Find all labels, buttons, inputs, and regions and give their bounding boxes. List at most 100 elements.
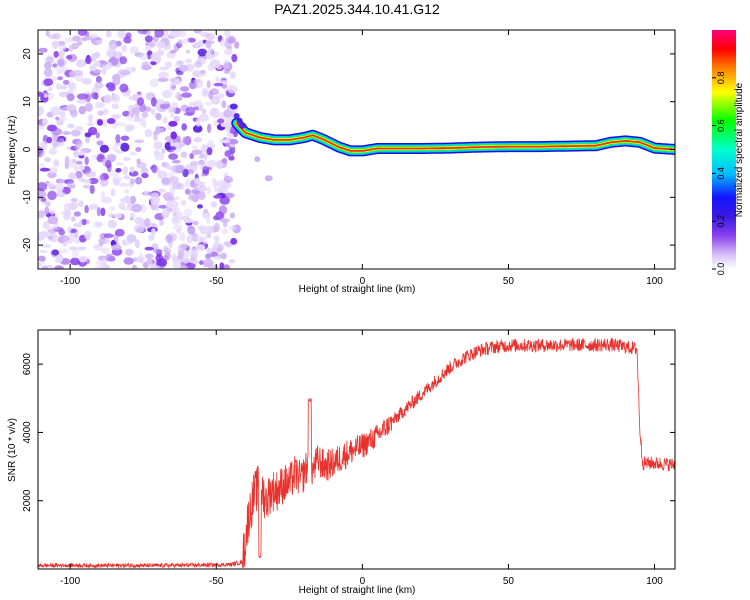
- noise-blob: [227, 84, 238, 94]
- noise-blob: [139, 117, 147, 126]
- noise-blob: [228, 138, 239, 145]
- noise-blob: [144, 128, 153, 138]
- noise-blob: [102, 108, 109, 115]
- noise-blob: [171, 182, 182, 190]
- noise-blob: [38, 255, 46, 262]
- noise-blob: [202, 235, 208, 245]
- noise-blob: [206, 147, 213, 156]
- noise-blob: [121, 44, 127, 53]
- noise-blob: [198, 190, 206, 201]
- noise-blob: [191, 149, 203, 155]
- noise-blob: [206, 247, 212, 253]
- noise-blob: [73, 211, 81, 217]
- noise-blob: [206, 80, 211, 89]
- noise-blob: [187, 37, 196, 43]
- noise-blob: [110, 206, 116, 211]
- noise-blob: [99, 178, 109, 187]
- noise-blob: [168, 153, 179, 160]
- noise-blob: [48, 225, 58, 231]
- noise-blob: [135, 147, 142, 152]
- noise-blob: [193, 41, 200, 48]
- noise-blob: [185, 49, 190, 54]
- noise-blob: [149, 78, 159, 88]
- noise-blob: [84, 205, 89, 214]
- noise-blob: [69, 232, 75, 238]
- noise-blob: [85, 136, 90, 144]
- noise-blob: [82, 179, 92, 184]
- noise-blob: [82, 77, 92, 86]
- noise-blob: [189, 160, 200, 167]
- noise-blob: [88, 113, 94, 124]
- noise-blob: [56, 57, 67, 68]
- noise-blob: [105, 237, 110, 245]
- noise-blob: [59, 50, 65, 58]
- noise-blob: [177, 94, 183, 101]
- noise-blob: [228, 37, 235, 44]
- noise-blob: [195, 244, 206, 251]
- noise-blob: [64, 209, 72, 217]
- noise-blob: [146, 257, 153, 267]
- noise-blob: [180, 200, 187, 206]
- noise-blob: [47, 86, 53, 92]
- noise-blob: [218, 205, 228, 215]
- noise-blob: [131, 203, 143, 213]
- noise-blob: [203, 151, 208, 162]
- noise-blob: [172, 212, 177, 217]
- noise-blob: [159, 219, 164, 226]
- noise-blob: [111, 175, 122, 184]
- noise-blob: [229, 71, 236, 80]
- y-tick-label: -10: [22, 190, 33, 205]
- noise-blob: [74, 165, 79, 172]
- noise-blob: [193, 30, 202, 34]
- noise-blob: [219, 218, 231, 223]
- noise-blob: [150, 97, 157, 107]
- noise-blob: [76, 99, 88, 104]
- noise-blob: [197, 48, 208, 57]
- y-tick-label: 10: [22, 96, 33, 108]
- noise-blob: [225, 192, 236, 199]
- noise-blob: [76, 246, 87, 251]
- noise-blob: [129, 46, 139, 54]
- noise-blob: [200, 144, 208, 153]
- noise-blob: [161, 209, 170, 219]
- y-tick-label: 20: [22, 48, 33, 60]
- noise-blob: [130, 166, 135, 173]
- noise-blob: [44, 206, 50, 216]
- noise-blob: [100, 207, 106, 217]
- noise-blob: [57, 76, 63, 81]
- noise-blob: [123, 189, 130, 194]
- noise-blob: [162, 116, 168, 124]
- noise-blob: [224, 30, 231, 38]
- noise-blob: [141, 64, 152, 71]
- noise-blob: [199, 260, 204, 265]
- noise-blob: [39, 167, 51, 172]
- noise-blob: [156, 258, 168, 267]
- noise-blob: [100, 191, 106, 199]
- noise-blob: [182, 136, 189, 144]
- noise-blob: [195, 73, 207, 78]
- noise-blob: [106, 49, 115, 58]
- noise-blob: [215, 76, 220, 82]
- colorbar-label: Normalized spectral amplitude: [734, 82, 745, 217]
- noise-blob: [74, 144, 81, 151]
- noise-blob: [123, 157, 131, 161]
- snr-plot-area: [38, 337, 675, 569]
- noise-blob: [95, 101, 103, 109]
- noise-blob: [205, 33, 215, 41]
- noise-blob: [219, 180, 227, 188]
- noise-blob: [159, 103, 171, 109]
- noise-blob: [178, 39, 183, 45]
- noise-blob: [118, 202, 126, 210]
- noise-blob: [131, 66, 136, 72]
- noise-blob: [157, 77, 169, 83]
- noise-blob: [188, 80, 198, 90]
- noise-blob: [78, 151, 86, 156]
- noise-blob: [186, 234, 194, 244]
- noise-blob: [56, 68, 62, 75]
- noise-blob: [58, 44, 67, 51]
- noise-blob: [126, 234, 137, 243]
- noise-blob: [82, 184, 91, 189]
- noise-blob: [137, 30, 148, 35]
- noise-blob: [112, 144, 119, 153]
- noise-blob: [182, 38, 190, 44]
